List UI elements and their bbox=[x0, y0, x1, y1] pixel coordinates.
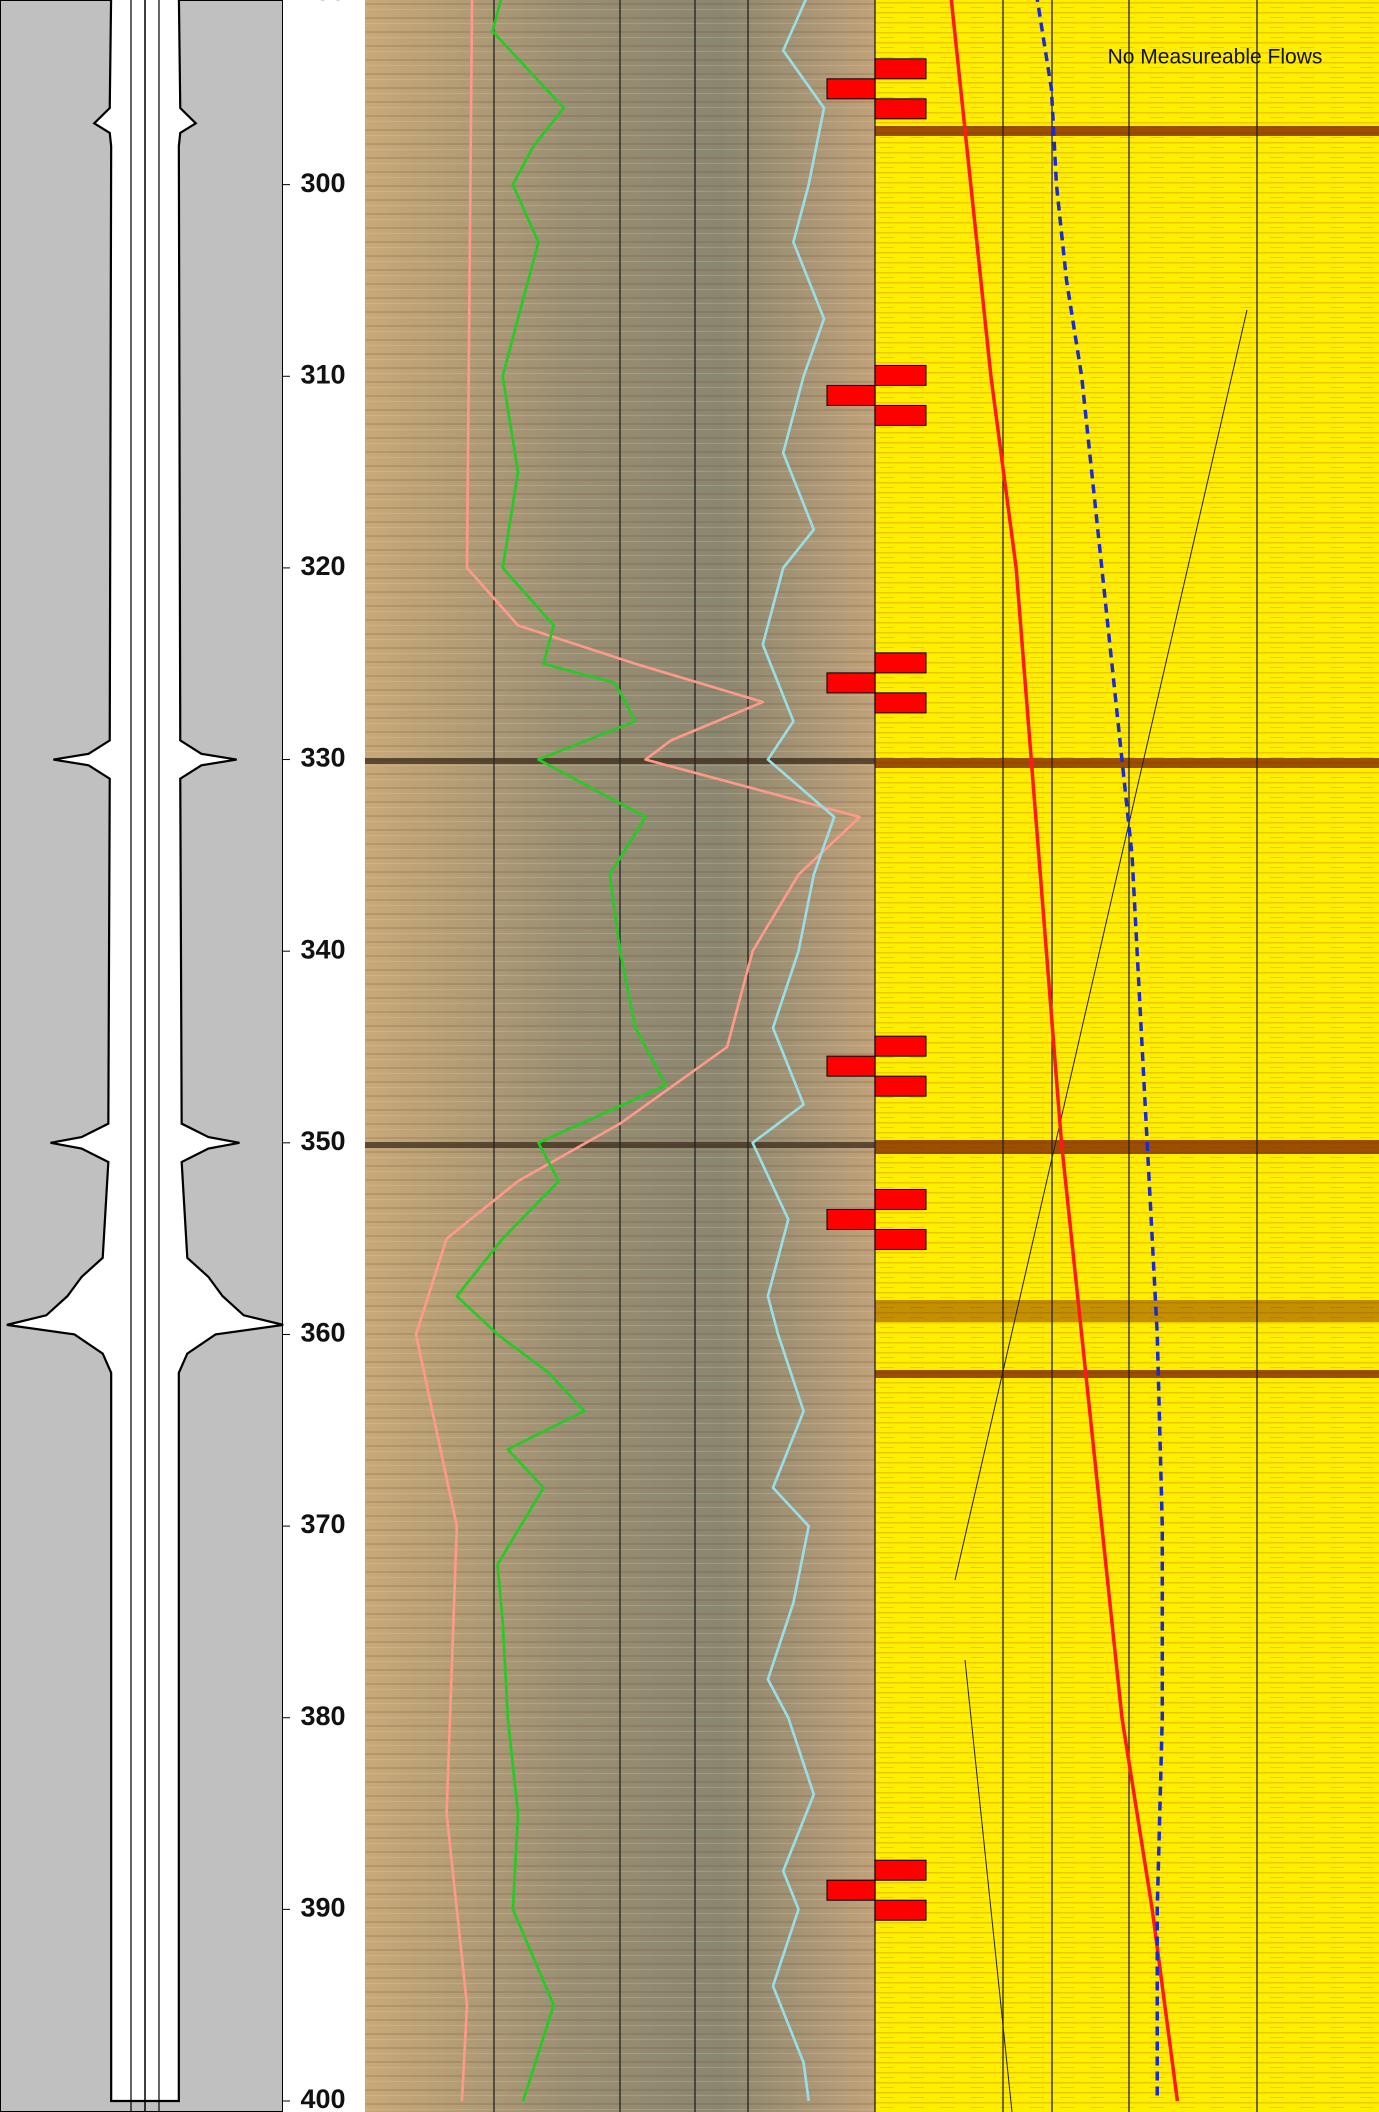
band bbox=[875, 126, 1379, 136]
flow-marker bbox=[875, 405, 926, 425]
band bbox=[875, 758, 1379, 768]
flow-marker bbox=[875, 1036, 926, 1056]
depth-label: 360 bbox=[300, 1318, 345, 1348]
flow-marker bbox=[827, 385, 875, 405]
flow-marker bbox=[875, 365, 926, 385]
band bbox=[875, 1370, 1379, 1378]
band bbox=[875, 1140, 1379, 1154]
yellow-texture bbox=[875, 0, 1379, 2112]
depth-panel bbox=[283, 0, 365, 2112]
depth-label: 340 bbox=[300, 934, 345, 964]
depth-label: 350 bbox=[300, 1126, 345, 1156]
flow-marker bbox=[875, 1076, 926, 1096]
flow-marker bbox=[827, 673, 875, 693]
page: 290 300 310 320 330 340 350 360 370 380 390 400 No M… bbox=[0, 0, 1379, 2112]
well-log: 290 300 310 320 330 340 350 360 370 380 390 400 No M… bbox=[0, 0, 1379, 2112]
flow-marker bbox=[875, 99, 926, 119]
flow-marker bbox=[875, 1189, 926, 1209]
annotation: No Measureable Flows bbox=[1108, 46, 1323, 69]
flow-marker bbox=[827, 1056, 875, 1076]
depth-label: 290 bbox=[300, 0, 345, 6]
depth-label: 300 bbox=[300, 168, 345, 198]
depth-label: 320 bbox=[300, 551, 345, 581]
flow-marker bbox=[875, 653, 926, 673]
depth-label: 400 bbox=[300, 2084, 345, 2112]
depth-label: 390 bbox=[300, 1892, 345, 1922]
flow-marker bbox=[875, 1860, 926, 1880]
depth-label: 310 bbox=[300, 359, 345, 389]
depth-label: 370 bbox=[300, 1509, 345, 1539]
band bbox=[875, 1300, 1379, 1322]
flow-marker bbox=[875, 59, 926, 79]
flow-marker bbox=[875, 1900, 926, 1920]
flow-marker bbox=[875, 1229, 926, 1249]
flow-marker bbox=[875, 693, 926, 713]
flow-marker bbox=[827, 79, 875, 99]
flow-marker bbox=[827, 1209, 875, 1229]
depth-label: 380 bbox=[300, 1701, 345, 1731]
depth-label: 330 bbox=[300, 743, 345, 773]
flow-marker bbox=[827, 1880, 875, 1900]
